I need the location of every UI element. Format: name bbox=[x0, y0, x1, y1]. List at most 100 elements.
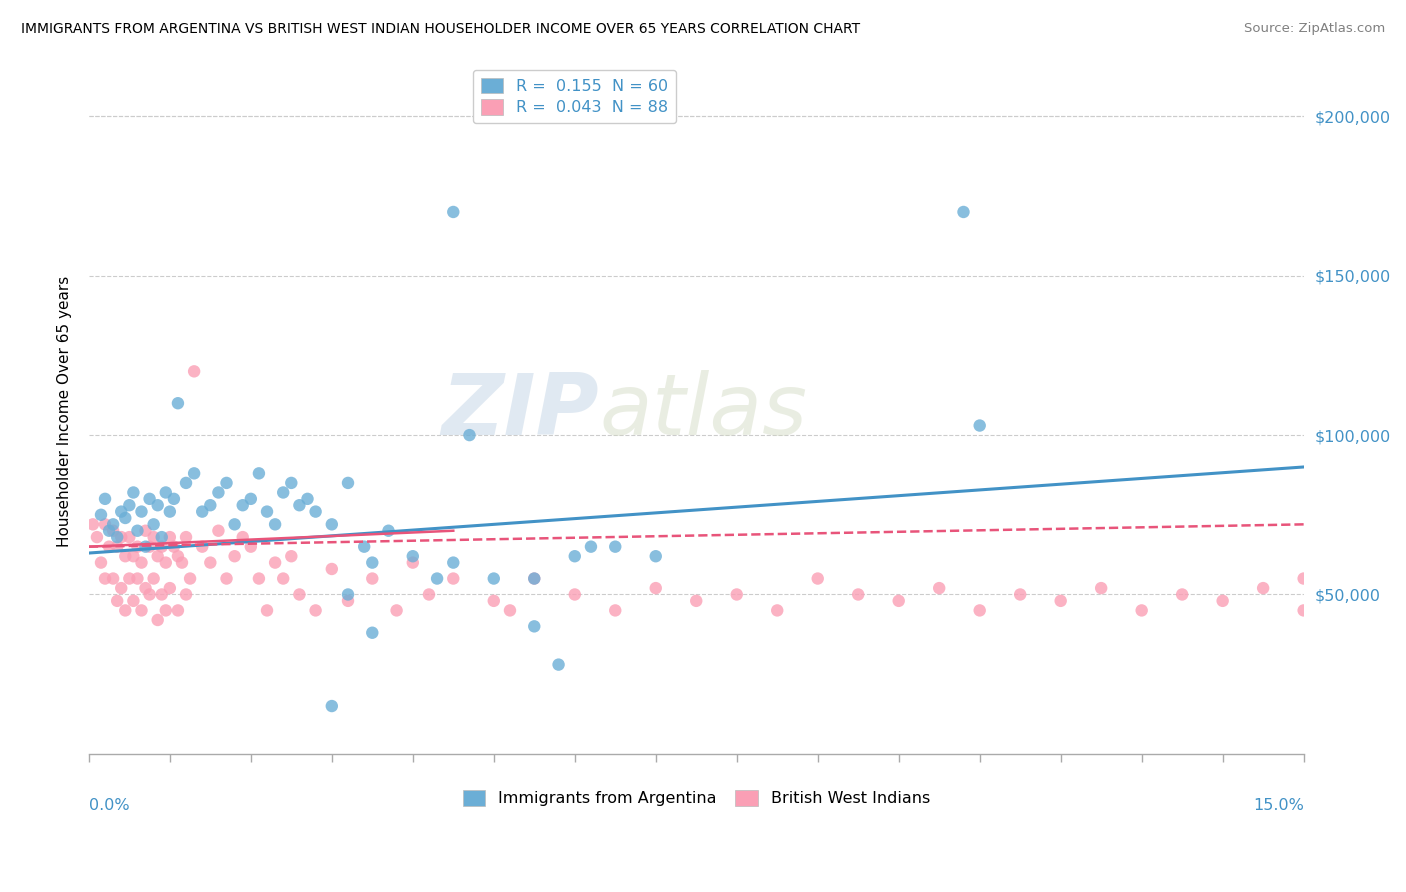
Point bbox=[135, 540, 157, 554]
Y-axis label: Householder Income Over 65 years: Householder Income Over 65 years bbox=[58, 276, 72, 547]
Point bbox=[271, 485, 294, 500]
Point bbox=[377, 524, 399, 538]
Point bbox=[644, 581, 666, 595]
Point bbox=[131, 505, 153, 519]
Point bbox=[105, 540, 128, 554]
Point bbox=[605, 603, 627, 617]
Point bbox=[385, 603, 408, 617]
Point bbox=[1171, 587, 1194, 601]
Point bbox=[200, 556, 222, 570]
Point bbox=[131, 603, 153, 617]
Point bbox=[215, 475, 238, 490]
Point bbox=[321, 562, 343, 576]
Point bbox=[928, 581, 950, 595]
Point bbox=[337, 587, 360, 601]
Point bbox=[191, 540, 214, 554]
Text: ZIP: ZIP bbox=[441, 369, 599, 453]
Point bbox=[1212, 594, 1234, 608]
Point bbox=[138, 587, 160, 601]
Point bbox=[264, 517, 287, 532]
Point bbox=[155, 485, 177, 500]
Point bbox=[114, 603, 136, 617]
Point bbox=[239, 540, 262, 554]
Point bbox=[101, 524, 124, 538]
Point bbox=[122, 485, 145, 500]
Point bbox=[200, 498, 222, 512]
Point bbox=[547, 657, 569, 672]
Point bbox=[321, 517, 343, 532]
Point bbox=[280, 549, 302, 564]
Point bbox=[135, 524, 157, 538]
Point bbox=[224, 517, 246, 532]
Point bbox=[174, 587, 197, 601]
Point bbox=[644, 549, 666, 564]
Point bbox=[122, 549, 145, 564]
Point bbox=[1049, 594, 1071, 608]
Point bbox=[183, 364, 205, 378]
Point bbox=[579, 540, 602, 554]
Point bbox=[159, 505, 181, 519]
Point bbox=[105, 530, 128, 544]
Legend: Immigrants from Argentina, British West Indians: Immigrants from Argentina, British West … bbox=[454, 782, 938, 814]
Text: Source: ZipAtlas.com: Source: ZipAtlas.com bbox=[1244, 22, 1385, 36]
Point bbox=[150, 530, 173, 544]
Point bbox=[361, 556, 384, 570]
Point bbox=[1292, 572, 1315, 586]
Point bbox=[304, 603, 326, 617]
Text: IMMIGRANTS FROM ARGENTINA VS BRITISH WEST INDIAN HOUSEHOLDER INCOME OVER 65 YEAR: IMMIGRANTS FROM ARGENTINA VS BRITISH WES… bbox=[21, 22, 860, 37]
Point bbox=[766, 603, 789, 617]
Point bbox=[482, 572, 505, 586]
Point bbox=[969, 603, 991, 617]
Point bbox=[952, 205, 974, 219]
Point bbox=[304, 505, 326, 519]
Point bbox=[685, 594, 707, 608]
Point bbox=[523, 572, 546, 586]
Point bbox=[110, 581, 132, 595]
Point bbox=[288, 498, 311, 512]
Point bbox=[215, 572, 238, 586]
Point bbox=[90, 508, 112, 522]
Point bbox=[118, 530, 141, 544]
Point bbox=[142, 517, 165, 532]
Point bbox=[256, 603, 278, 617]
Point bbox=[159, 581, 181, 595]
Point bbox=[146, 549, 169, 564]
Point bbox=[146, 613, 169, 627]
Point bbox=[98, 540, 121, 554]
Point bbox=[264, 556, 287, 570]
Point bbox=[337, 475, 360, 490]
Point bbox=[86, 530, 108, 544]
Point bbox=[114, 511, 136, 525]
Point bbox=[482, 594, 505, 608]
Text: 15.0%: 15.0% bbox=[1253, 798, 1303, 814]
Point bbox=[94, 491, 117, 506]
Point bbox=[361, 625, 384, 640]
Point bbox=[207, 524, 229, 538]
Point bbox=[846, 587, 869, 601]
Point bbox=[353, 540, 375, 554]
Point bbox=[605, 540, 627, 554]
Point bbox=[1090, 581, 1112, 595]
Point bbox=[426, 572, 449, 586]
Point bbox=[458, 428, 481, 442]
Point bbox=[280, 475, 302, 490]
Point bbox=[155, 603, 177, 617]
Point bbox=[167, 396, 190, 410]
Point bbox=[725, 587, 748, 601]
Point bbox=[441, 205, 464, 219]
Point bbox=[207, 485, 229, 500]
Point bbox=[167, 603, 190, 617]
Text: 0.0%: 0.0% bbox=[89, 798, 129, 814]
Point bbox=[232, 498, 254, 512]
Point bbox=[1251, 581, 1274, 595]
Point bbox=[523, 619, 546, 633]
Point bbox=[142, 572, 165, 586]
Point bbox=[150, 540, 173, 554]
Point bbox=[191, 505, 214, 519]
Point bbox=[150, 587, 173, 601]
Point bbox=[807, 572, 830, 586]
Point bbox=[887, 594, 910, 608]
Point bbox=[138, 491, 160, 506]
Point bbox=[441, 556, 464, 570]
Point bbox=[131, 556, 153, 570]
